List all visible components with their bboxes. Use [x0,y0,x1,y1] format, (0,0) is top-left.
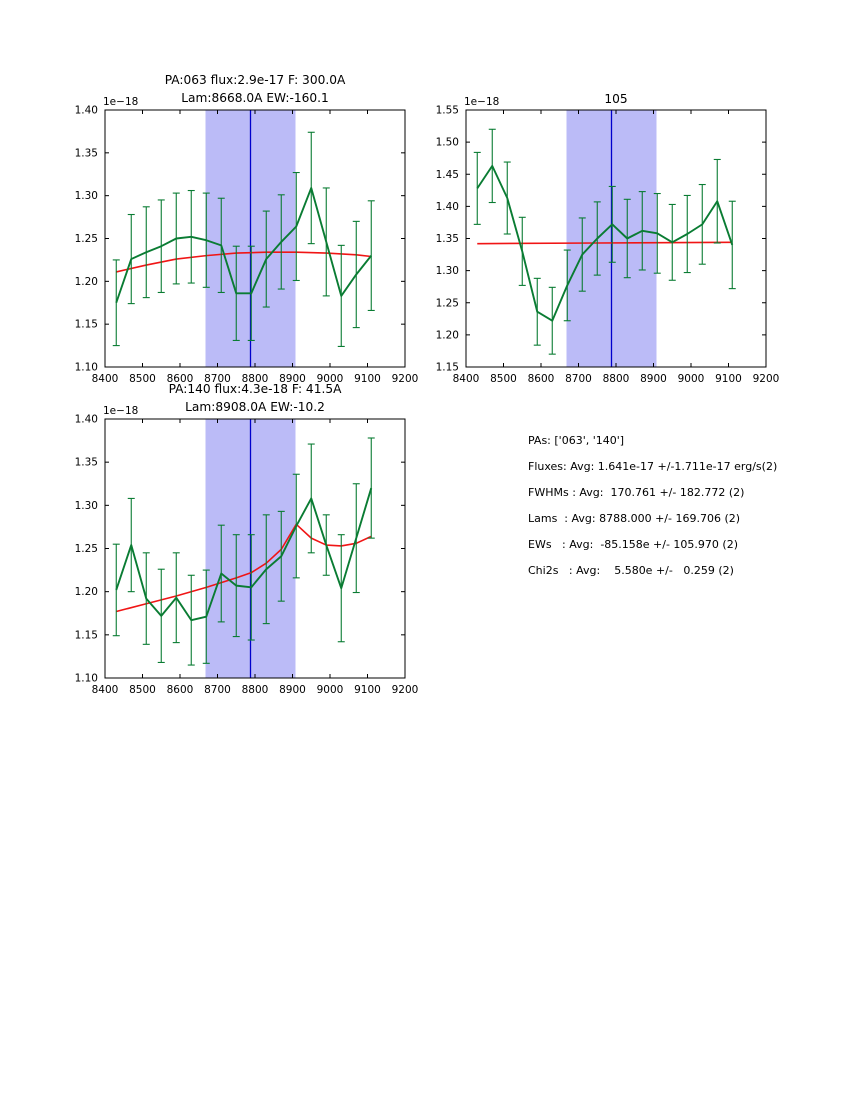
x-tick-label: 8500 [129,684,156,696]
x-tick-label: 8600 [167,373,194,385]
stats-line-ews: EWs : Avg: -85.158e +/- 105.970 (2) [528,538,738,551]
chart-title-line1: PA:063 flux:2.9e-17 F: 300.0A [165,73,346,87]
tick-labels: 8400 8500 8600 8700 8800 8900 9000 9100 9200 1.15… [436,105,780,386]
x-tick-label: 9200 [753,373,780,385]
y-axis-offset-label: 1e−18 [103,96,138,108]
y-axis-offset-label: 1e−18 [464,96,499,108]
x-tick-label: 8700 [204,373,231,385]
tick-marks [465,109,767,368]
y-tick-label: 1.50 [436,137,459,149]
x-tick-label: 9000 [317,373,344,385]
chart-title-line1: PA:140 flux:4.3e-18 F: 41.5A [169,382,342,396]
y-tick-label: 1.20 [436,329,459,341]
x-tick-label: 8500 [129,373,156,385]
y-tick-label: 1.30 [75,190,98,202]
y-axis-offset-label: 1e−18 [103,405,138,417]
stats-line-fluxes: Fluxes: Avg: 1.641e-17 +/-1.711e-17 erg/… [528,460,778,473]
y-tick-label: 1.10 [75,673,98,685]
stats-line-chi2s: Chi2s : Avg: 5.580e +/- 0.259 (2) [528,564,734,577]
x-tick-label: 8700 [565,373,592,385]
y-tick-label: 1.15 [75,629,98,641]
stats-line-fwhms: FWHMs : Avg: 170.761 +/- 182.772 (2) [528,486,745,499]
y-tick-label: 1.35 [436,233,459,245]
stats-panel: PAs: ['063', '140'] Fluxes: Avg: 1.641e-… [528,428,777,584]
plot-105: 8400 8500 8600 8700 8800 8900 9000 9100 9200 1.15… [436,92,780,385]
y-tick-label: 1.15 [436,362,459,374]
flux-line [115,487,373,622]
y-tick-label: 1.30 [436,265,459,277]
tick-labels: 8400 8500 8600 8700 8800 8900 9000 9100 9200 1.10… [75,105,419,386]
y-tick-label: 1.25 [436,297,459,309]
fit-line [477,241,733,245]
x-tick-label: 8900 [640,373,667,385]
x-tick-label: 9100 [715,373,742,385]
y-tick-label: 1.25 [75,543,98,555]
y-tick-label: 1.10 [75,362,98,374]
y-tick-label: 1.15 [75,319,98,331]
flux-line [115,187,372,304]
y-tick-label: 1.35 [75,147,98,159]
x-tick-label: 8500 [490,373,517,385]
plot-pa140: 8400 8500 8600 8700 8800 8900 9000 9100 9200 1.10… [75,382,419,696]
y-tick-label: 1.35 [75,457,98,469]
x-tick-label: 8800 [242,684,269,696]
chart-title: 105 [604,92,627,106]
y-tick-label: 1.20 [75,586,98,598]
plot-pa063: 8400 8500 8600 8700 8800 8900 9000 9100 9200 1.10… [75,73,419,385]
stats-line-pas: PAs: ['063', '140'] [528,434,625,447]
y-tick-label: 1.55 [436,105,459,117]
x-tick-label: 8800 [603,373,630,385]
x-tick-label: 8900 [279,684,306,696]
x-tick-label: 9000 [317,684,344,696]
stats-line-lams: Lams : Avg: 8788.000 +/- 169.706 (2) [528,512,741,525]
x-tick-label: 8600 [528,373,555,385]
tick-marks [104,418,406,679]
x-tick-label: 8600 [167,684,194,696]
x-tick-label: 9000 [678,373,705,385]
x-tick-label: 9100 [354,373,381,385]
flux-line [476,164,734,322]
y-tick-label: 1.30 [75,500,98,512]
x-tick-label: 8400 [453,373,480,385]
y-tick-label: 1.40 [75,105,98,117]
y-tick-label: 1.40 [75,414,98,426]
x-tick-label: 8800 [242,373,269,385]
x-tick-label: 9200 [392,684,419,696]
y-tick-label: 1.40 [436,201,459,213]
x-tick-label: 9100 [354,684,381,696]
fit-line [116,523,372,613]
y-tick-label: 1.20 [75,276,98,288]
x-tick-label: 8900 [279,373,306,385]
y-tick-label: 1.45 [436,169,459,181]
tick-marks [104,109,406,368]
x-tick-label: 9200 [392,373,419,385]
tick-labels: 8400 8500 8600 8700 8800 8900 9000 9100 9200 1.10… [75,414,419,697]
x-tick-label: 8700 [204,684,231,696]
y-tick-label: 1.25 [75,233,98,245]
x-tick-label: 8400 [92,373,119,385]
chart-title-line2: Lam:8908.0A EW:-10.2 [185,400,325,414]
x-tick-label: 8400 [92,684,119,696]
chart-title-line2: Lam:8668.0A EW:-160.1 [181,91,329,105]
